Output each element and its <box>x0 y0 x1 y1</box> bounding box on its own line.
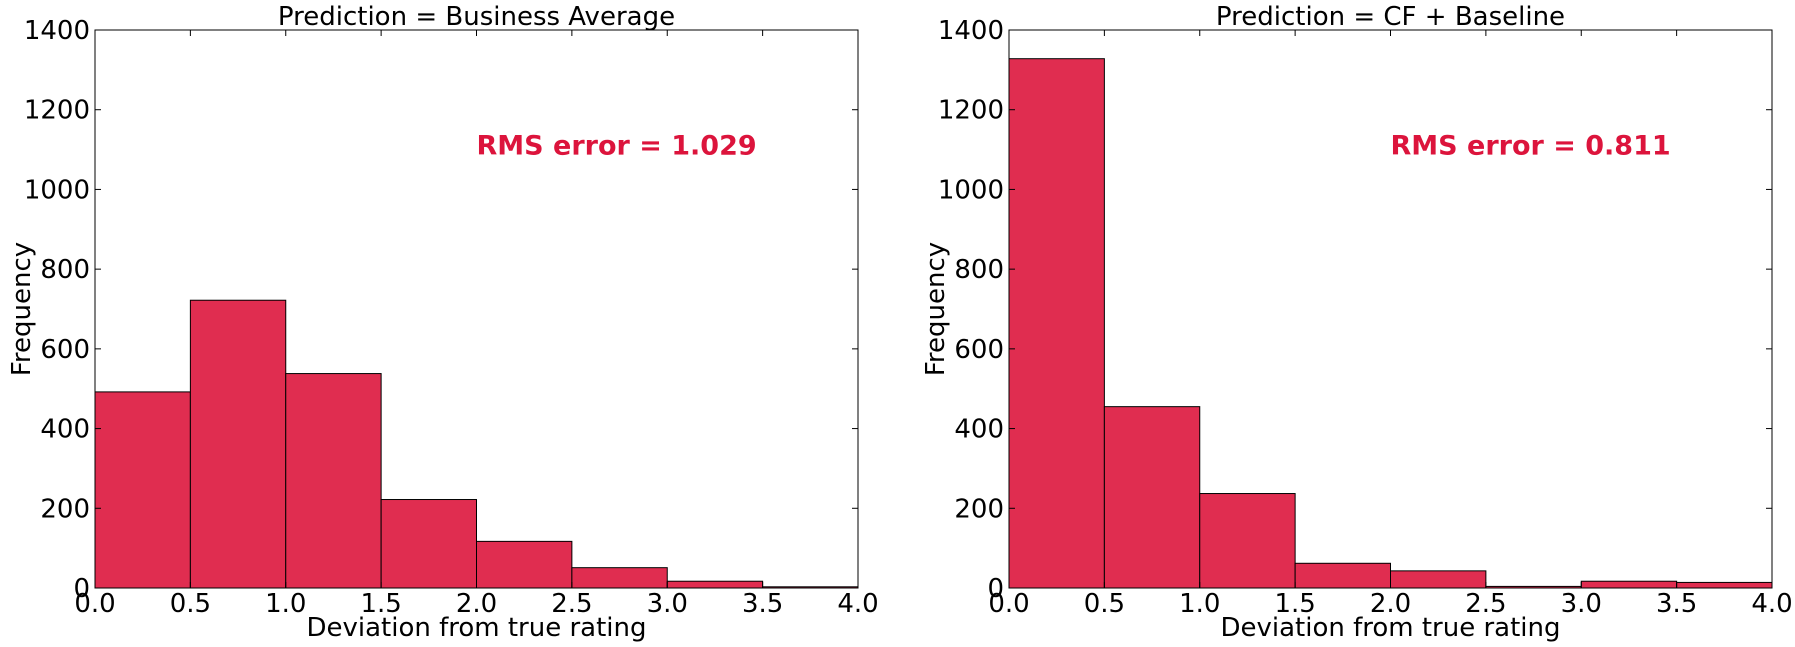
x-tick-label: 0.5 <box>1084 589 1125 619</box>
x-axis-label: Deviation from true rating <box>306 613 646 643</box>
y-tick-label: 1200 <box>24 96 90 126</box>
ticks-group: 0.0 0.5 1.0 1.5 2.0 2.5 3.0 3.5 4.0 0 200 400 600 800… <box>938 16 1793 619</box>
x-tick-label: 3.5 <box>1656 589 1697 619</box>
x-tick-label: 2.5 <box>1465 589 1506 619</box>
y-tick-label: 1400 <box>938 16 1004 46</box>
histogram-cf-baseline: Prediction = CF + Baseline 0.0 0.5 1.0 1.5 2… <box>921 2 1793 643</box>
y-tick-label: 800 <box>954 255 1004 285</box>
bar-1 <box>189 299 287 589</box>
x-tick-label: 0.0 <box>988 589 1029 619</box>
x-tick-label: 2.5 <box>551 589 592 619</box>
bar-6 <box>1580 580 1678 589</box>
bar-2 <box>285 373 382 589</box>
bar-6 <box>666 580 764 589</box>
rms-annotation: RMS error = 1.029 <box>477 131 757 162</box>
bar-2 <box>1199 493 1296 589</box>
y-tick-label: 600 <box>40 335 90 365</box>
x-tick-label: 1.0 <box>1179 589 1220 619</box>
x-tick-label: 1.5 <box>360 589 401 619</box>
rms-annotation: RMS error = 0.811 <box>1391 131 1671 162</box>
x-tick-label: 3.0 <box>647 589 688 619</box>
chart-title: Prediction = Business Average <box>278 2 675 32</box>
x-tick-label: 1.0 <box>265 589 306 619</box>
x-tick-label: 1.5 <box>1274 589 1315 619</box>
ticks-group: 0.0 0.5 1.0 1.5 2.0 2.5 3.0 3.5 4.0 0 200 400 600 800… <box>24 16 879 619</box>
y-tick-label: 600 <box>954 335 1004 365</box>
y-tick-label: 200 <box>40 494 90 524</box>
bar-4 <box>476 540 573 589</box>
y-tick-label: 0 <box>73 574 90 604</box>
y-tick-label: 1000 <box>24 175 90 205</box>
histogram-business-average: Prediction = Business Average 0.0 0.5 1.0 1… <box>7 2 879 643</box>
bar-4 <box>1390 570 1487 589</box>
y-tick-label: 200 <box>954 494 1004 524</box>
bars-group <box>94 299 859 589</box>
y-axis-label: Frequency <box>921 242 951 376</box>
x-axis-label: Deviation from true rating <box>1220 613 1560 643</box>
x-tick-label: 2.0 <box>1370 589 1411 619</box>
y-axis-label: Frequency <box>7 242 37 376</box>
y-tick-label: 1400 <box>24 16 90 46</box>
y-tick-label: 800 <box>40 255 90 285</box>
bar-0 <box>94 391 191 589</box>
x-tick-label: 4.0 <box>837 589 878 619</box>
y-tick-label: 1200 <box>938 96 1004 126</box>
x-tick-label: 0.0 <box>74 589 115 619</box>
x-tick-label: 3.5 <box>742 589 783 619</box>
x-tick-label: 4.0 <box>1751 589 1792 619</box>
bar-1 <box>1103 406 1201 589</box>
bar-0 <box>1008 58 1105 589</box>
y-tick-label: 400 <box>954 415 1004 445</box>
y-tick-label: 400 <box>40 415 90 445</box>
chart-title: Prediction = CF + Baseline <box>1216 2 1565 32</box>
y-tick-label: 0 <box>987 574 1004 604</box>
bar-3 <box>1294 562 1391 589</box>
x-tick-label: 3.0 <box>1561 589 1602 619</box>
x-tick-label: 0.5 <box>170 589 211 619</box>
bar-5 <box>571 567 668 589</box>
bar-7 <box>1676 581 1773 589</box>
bars-group <box>1008 58 1773 589</box>
y-tick-label: 1000 <box>938 175 1004 205</box>
x-tick-label: 2.0 <box>456 589 497 619</box>
bar-3 <box>380 499 477 589</box>
